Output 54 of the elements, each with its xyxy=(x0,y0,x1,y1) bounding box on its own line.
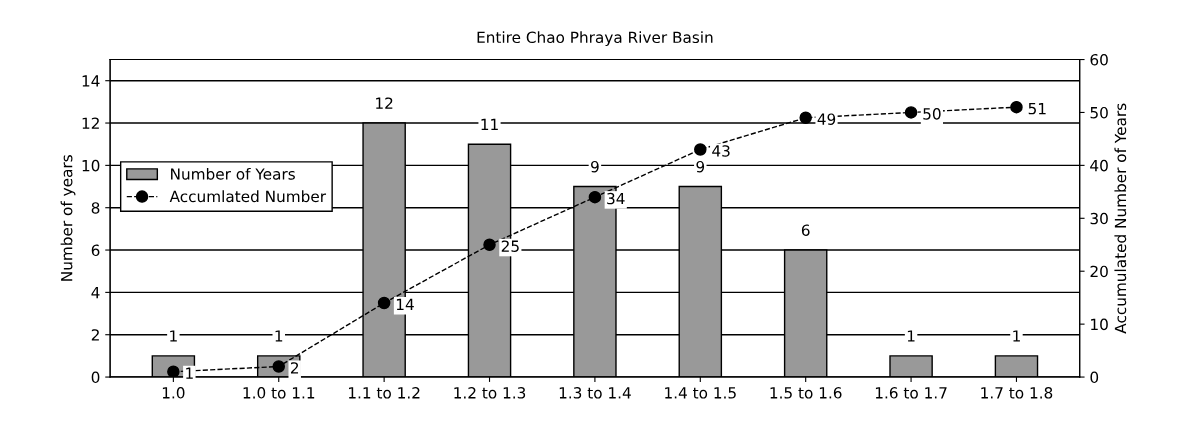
data-label: 1 xyxy=(275,330,283,342)
y-tick-label: 2 xyxy=(91,329,99,341)
legend-label: Accumlated Number xyxy=(169,190,327,203)
y-tick-label: 6 xyxy=(91,244,100,257)
y2-tick-label: 50 xyxy=(1090,106,1108,119)
data-label: 25 xyxy=(501,240,519,252)
point xyxy=(694,143,707,156)
x-tick-label: 1.7 to 1.8 xyxy=(981,387,1053,399)
y2-tick-label: 60 xyxy=(1090,54,1108,66)
y2-axis-title: Accumulated Number of Years xyxy=(1114,103,1127,334)
y-tick-label: 8 xyxy=(91,202,100,214)
x-tick-label: 1.4 to 1.5 xyxy=(665,387,736,399)
data-label: 9 xyxy=(696,160,705,173)
data-label: 1 xyxy=(170,330,177,342)
x-tick-label: 1.1 to 1.2 xyxy=(348,387,420,399)
y-tick-label: 4 xyxy=(91,287,100,299)
data-label: 1 xyxy=(1013,330,1020,342)
data-label: 50 xyxy=(923,108,941,120)
data-label: 1 xyxy=(907,330,915,342)
data-label: 11 xyxy=(481,118,498,130)
y-tick-label: 12 xyxy=(82,117,99,129)
x-tick-label: 1.3 to 1.4 xyxy=(559,387,631,399)
y-axis-title: Number of years xyxy=(60,155,76,281)
x-tick-label: 1.0 xyxy=(162,387,185,399)
y-tick-label: 10 xyxy=(82,159,100,172)
y2-tick-label: 20 xyxy=(1090,265,1108,278)
chart-title: Entire Chao Phraya River Basin xyxy=(477,31,713,47)
data-label: 49 xyxy=(817,113,836,125)
y2-tick-label: 0 xyxy=(1090,371,1099,384)
data-label: 34 xyxy=(607,192,625,205)
data-label: 2 xyxy=(290,362,299,374)
point xyxy=(904,106,918,119)
data-label: 6 xyxy=(801,224,810,236)
x-tick-label: 1.2 to 1.3 xyxy=(454,387,526,399)
y2-tick-label: 40 xyxy=(1090,159,1108,172)
data-label: 14 xyxy=(396,298,414,310)
data-label: 12 xyxy=(376,97,393,109)
y2-tick-label: 30 xyxy=(1090,212,1108,225)
point xyxy=(1010,100,1023,114)
legend-label: Number of Years xyxy=(171,167,295,180)
data-label: 43 xyxy=(712,145,730,157)
point xyxy=(588,190,602,204)
x-tick-label: 1.5 to 1.6 xyxy=(770,387,842,399)
y-tick-label: 0 xyxy=(91,371,100,384)
point xyxy=(483,238,496,252)
point xyxy=(799,111,812,124)
x-tick-label: 1.0 to 1.1 xyxy=(243,387,315,399)
data-label: 9 xyxy=(591,160,599,173)
y-tick-label: 14 xyxy=(82,75,100,87)
point xyxy=(377,296,391,310)
data-label: 1 xyxy=(186,367,193,379)
data-label: 51 xyxy=(1028,103,1046,115)
x-tick-label: 1.6 to 1.7 xyxy=(875,387,947,399)
y2-tick-label: 10 xyxy=(1091,318,1108,331)
